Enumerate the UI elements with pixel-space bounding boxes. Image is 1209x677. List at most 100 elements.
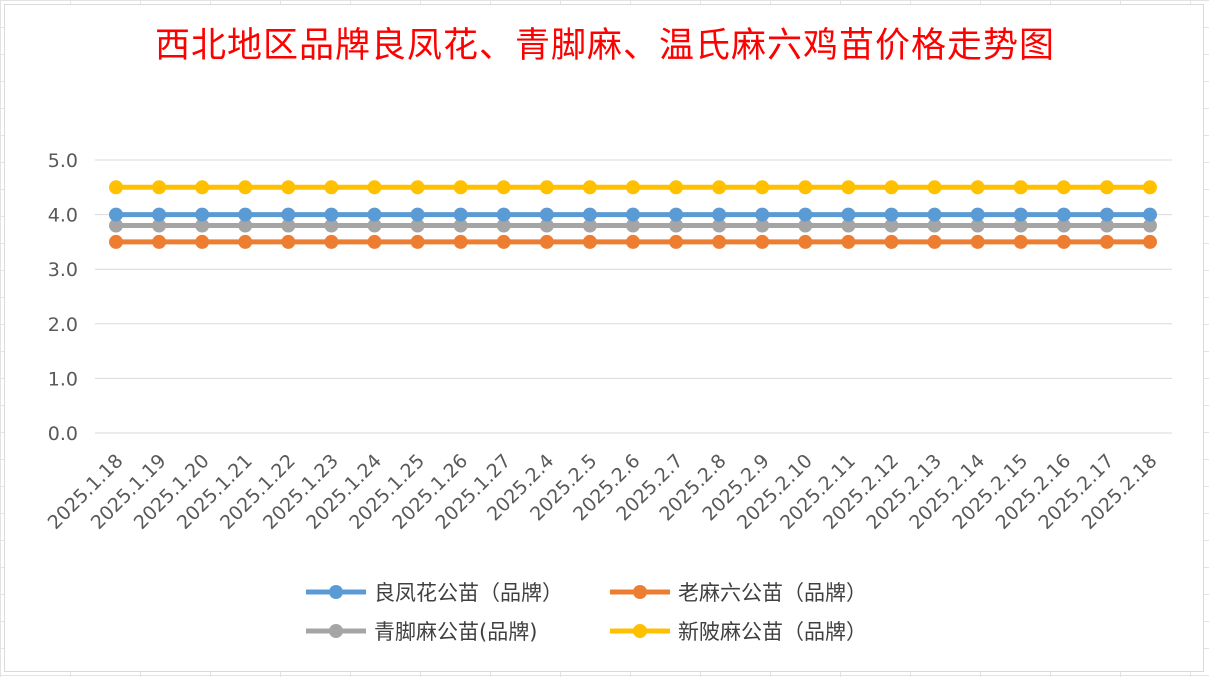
legend-swatch-marker xyxy=(329,624,343,638)
data-point xyxy=(496,218,511,233)
data-point xyxy=(238,218,253,233)
data-point xyxy=(539,218,554,233)
data-point xyxy=(798,234,813,249)
y-tick-label: 4.0 xyxy=(48,205,78,227)
data-point xyxy=(410,180,425,195)
data-point xyxy=(669,180,684,195)
data-point xyxy=(152,234,167,249)
data-point xyxy=(1056,180,1071,195)
legend-item-1: 老麻六公苗（品牌） xyxy=(610,581,867,605)
data-point xyxy=(539,234,554,249)
data-point xyxy=(324,234,339,249)
data-point xyxy=(324,207,339,222)
data-point xyxy=(109,180,123,195)
data-point xyxy=(669,207,684,222)
data-point xyxy=(1143,218,1157,233)
data-point xyxy=(1056,207,1071,222)
data-point xyxy=(755,207,770,222)
legend-label: 新陂麻公苗（品牌） xyxy=(678,620,867,644)
data-point xyxy=(798,218,813,233)
data-point xyxy=(281,180,296,195)
data-point xyxy=(152,218,167,233)
data-point xyxy=(539,180,554,195)
data-point xyxy=(712,218,727,233)
data-point xyxy=(281,234,296,249)
data-point xyxy=(1056,234,1071,249)
data-point xyxy=(496,234,511,249)
data-point xyxy=(238,207,253,222)
data-point xyxy=(453,180,468,195)
series-1 xyxy=(109,234,1157,249)
data-point xyxy=(453,234,468,249)
data-point xyxy=(841,207,856,222)
chart-area[interactable] xyxy=(4,4,1204,672)
data-point xyxy=(1099,207,1114,222)
data-point xyxy=(281,218,296,233)
data-point xyxy=(970,218,985,233)
data-point xyxy=(1056,218,1071,233)
data-point xyxy=(927,218,942,233)
data-point xyxy=(453,218,468,233)
data-point xyxy=(582,207,597,222)
legend-label: 老麻六公苗（品牌） xyxy=(678,581,867,605)
data-point xyxy=(238,234,253,249)
data-point xyxy=(927,207,942,222)
data-point xyxy=(324,180,339,195)
data-point xyxy=(712,207,727,222)
y-tick-label: 1.0 xyxy=(48,368,78,390)
data-point xyxy=(884,218,899,233)
data-point xyxy=(1013,218,1028,233)
data-point xyxy=(1013,180,1028,195)
data-point xyxy=(410,207,425,222)
data-point xyxy=(755,218,770,233)
data-point xyxy=(626,207,640,222)
data-point xyxy=(626,234,640,249)
series-3 xyxy=(109,180,1157,195)
data-point xyxy=(1013,234,1028,249)
data-point xyxy=(798,180,813,195)
data-point xyxy=(109,207,123,222)
y-tick-label: 0.0 xyxy=(48,423,78,445)
data-point xyxy=(195,207,210,222)
data-point xyxy=(539,207,554,222)
data-point xyxy=(410,218,425,233)
data-point xyxy=(109,218,123,233)
data-point xyxy=(152,207,167,222)
legend-item-2: 青脚麻公苗(品牌) xyxy=(306,620,537,644)
data-point xyxy=(238,180,253,195)
data-point xyxy=(496,180,511,195)
data-point xyxy=(755,180,770,195)
data-point xyxy=(367,218,382,233)
data-point xyxy=(841,180,856,195)
legend-label: 良凤花公苗（品牌） xyxy=(374,581,563,605)
y-tick-label: 2.0 xyxy=(48,314,78,336)
y-tick-label: 3.0 xyxy=(48,259,78,281)
series-0 xyxy=(109,207,1157,222)
data-point xyxy=(367,207,382,222)
legend-item-0: 良凤花公苗（品牌） xyxy=(306,581,563,605)
legend: 良凤花公苗（品牌） 老麻六公苗（品牌） 青脚麻公苗(品牌) 新陂麻公苗（品牌） xyxy=(306,581,867,644)
y-tick-label: 5.0 xyxy=(48,150,78,172)
series-2 xyxy=(109,218,1157,233)
data-point xyxy=(152,180,167,195)
data-point xyxy=(1143,207,1157,222)
data-point xyxy=(798,207,813,222)
data-point xyxy=(324,218,339,233)
data-point xyxy=(582,218,597,233)
legend-swatch-marker xyxy=(633,585,647,599)
series-lines xyxy=(109,180,1157,249)
data-point xyxy=(367,234,382,249)
legend-swatch-marker xyxy=(633,624,647,638)
data-point xyxy=(453,207,468,222)
legend-item-3: 新陂麻公苗（品牌） xyxy=(610,620,867,644)
data-point xyxy=(582,180,597,195)
data-point xyxy=(281,207,296,222)
data-point xyxy=(195,180,210,195)
data-point xyxy=(755,234,770,249)
gridlines xyxy=(95,159,1172,434)
data-point xyxy=(970,207,985,222)
data-point xyxy=(884,234,899,249)
data-point xyxy=(927,180,942,195)
data-point xyxy=(1099,218,1114,233)
